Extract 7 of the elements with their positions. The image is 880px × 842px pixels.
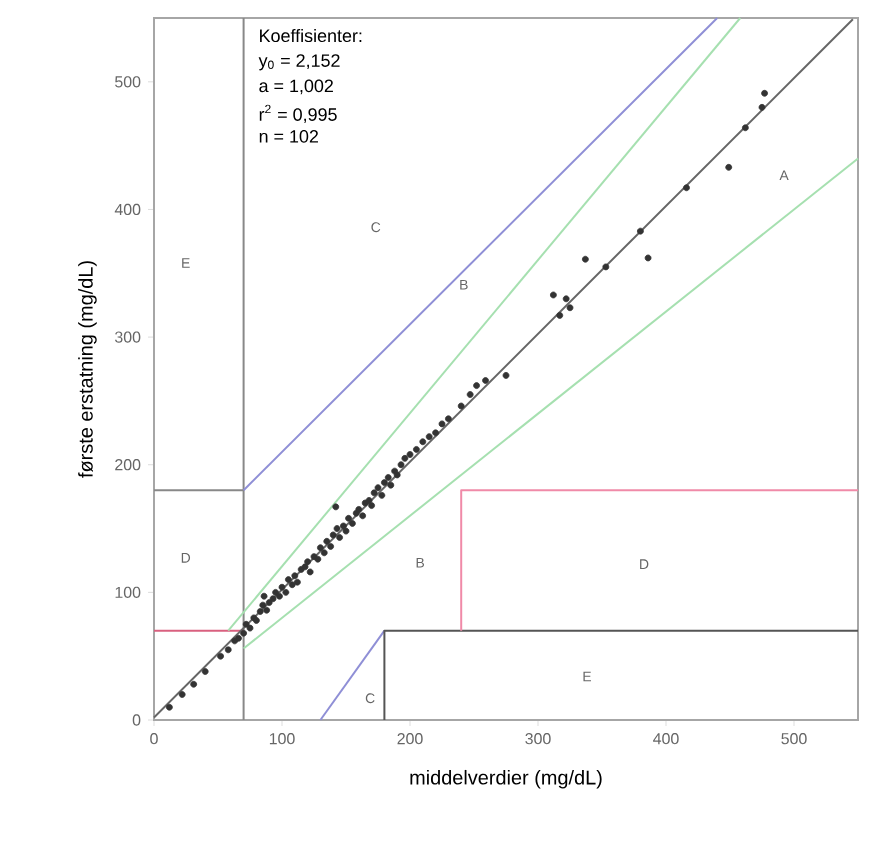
annotation: a = 1,002: [259, 79, 333, 95]
annotation: Koeffisienter:: [260, 28, 362, 43]
y-axis-title: første erstatning (mg/dL): [78, 261, 97, 478]
annotation: r$^{2}$ = 0,995: [259, 104, 337, 123]
x-axis-title: middelverdier (mg/dL): [410, 769, 602, 789]
annotation: y$_{0}$ = 2,152: [258, 54, 340, 71]
annotation: n = 102: [259, 130, 318, 143]
